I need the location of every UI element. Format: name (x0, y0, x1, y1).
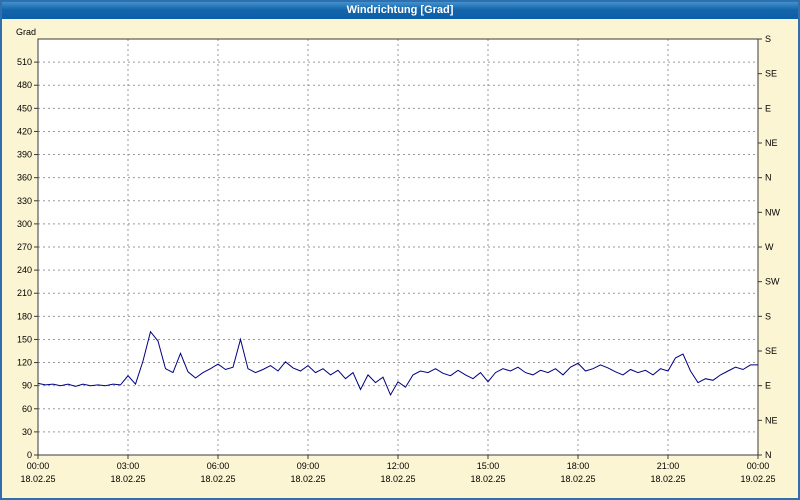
wind-direction-line (37, 330, 758, 397)
left-tick-label: 60 (22, 404, 32, 414)
right-tick-label: SW (765, 277, 780, 287)
right-tick-label: S (765, 311, 771, 321)
left-tick-label: 270 (17, 242, 32, 252)
x-tick-date-label: 18.02.25 (470, 474, 505, 484)
left-tick-label: 480 (17, 80, 32, 90)
x-tick-time-label: 18:00 (567, 461, 590, 471)
left-tick-label: 510 (17, 57, 32, 67)
right-tick-label: SE (765, 69, 777, 79)
x-tick-date-label: 19.02.25 (740, 474, 775, 484)
right-tick-label: SE (765, 346, 777, 356)
left-tick-label: 390 (17, 150, 32, 160)
right-tick-label: NE (765, 415, 778, 425)
x-tick-date-label: 18.02.25 (200, 474, 235, 484)
x-tick-time-label: 09:00 (297, 461, 320, 471)
x-tick-date-label: 18.02.25 (290, 474, 325, 484)
x-tick-time-label: 06:00 (207, 461, 230, 471)
right-tick-label: E (765, 381, 771, 391)
x-tick-date-label: 18.02.25 (560, 474, 595, 484)
chart-area: Grad 0 30 60 90 120 150 180 210 240 270 300 330 360 39… (2, 19, 798, 498)
x-tick-date-label: 18.02.25 (110, 474, 145, 484)
x-tick-time-label: 21:00 (657, 461, 680, 471)
left-tick-label: 0 (27, 450, 32, 460)
x-tick-time-label: 12:00 (387, 461, 410, 471)
window-title-bar: Windrichtung [Grad] (2, 2, 798, 19)
left-tick-label: 30 (22, 427, 32, 437)
left-tick-label: 330 (17, 196, 32, 206)
right-tick-label: NW (765, 207, 780, 217)
x-tick-date-label: 18.02.25 (380, 474, 415, 484)
x-tick-time-label: 00:00 (27, 461, 50, 471)
left-tick-label: 90 (22, 381, 32, 391)
left-tick-label: 210 (17, 288, 32, 298)
right-tick-label: W (765, 242, 774, 252)
y-axis-unit-label: Grad (16, 27, 36, 37)
left-tick-label: 360 (17, 173, 32, 183)
right-tick-label: N (765, 173, 772, 183)
right-tick-label: N (765, 450, 772, 460)
left-tick-label: 180 (17, 311, 32, 321)
right-tick-label: NE (765, 138, 778, 148)
left-tick-label: 300 (17, 219, 32, 229)
left-tick-label: 150 (17, 334, 32, 344)
left-tick-label: 420 (17, 126, 32, 136)
x-tick-date-label: 18.02.25 (20, 474, 55, 484)
left-tick-label: 450 (17, 103, 32, 113)
right-tick-label: S (765, 34, 771, 44)
x-tick-date-label: 18.02.25 (650, 474, 685, 484)
wind-direction-chart: Grad 0 30 60 90 120 150 180 210 240 270 300 330 360 39… (16, 27, 781, 484)
left-tick-label: 240 (17, 265, 32, 275)
right-tick-label: E (765, 103, 771, 113)
left-tick-label: 120 (17, 358, 32, 368)
x-tick-time-label: 03:00 (117, 461, 140, 471)
x-tick-time-label: 15:00 (477, 461, 500, 471)
window-title: Windrichtung [Grad] (346, 4, 454, 16)
x-tick-time-label: 00:00 (747, 461, 770, 471)
